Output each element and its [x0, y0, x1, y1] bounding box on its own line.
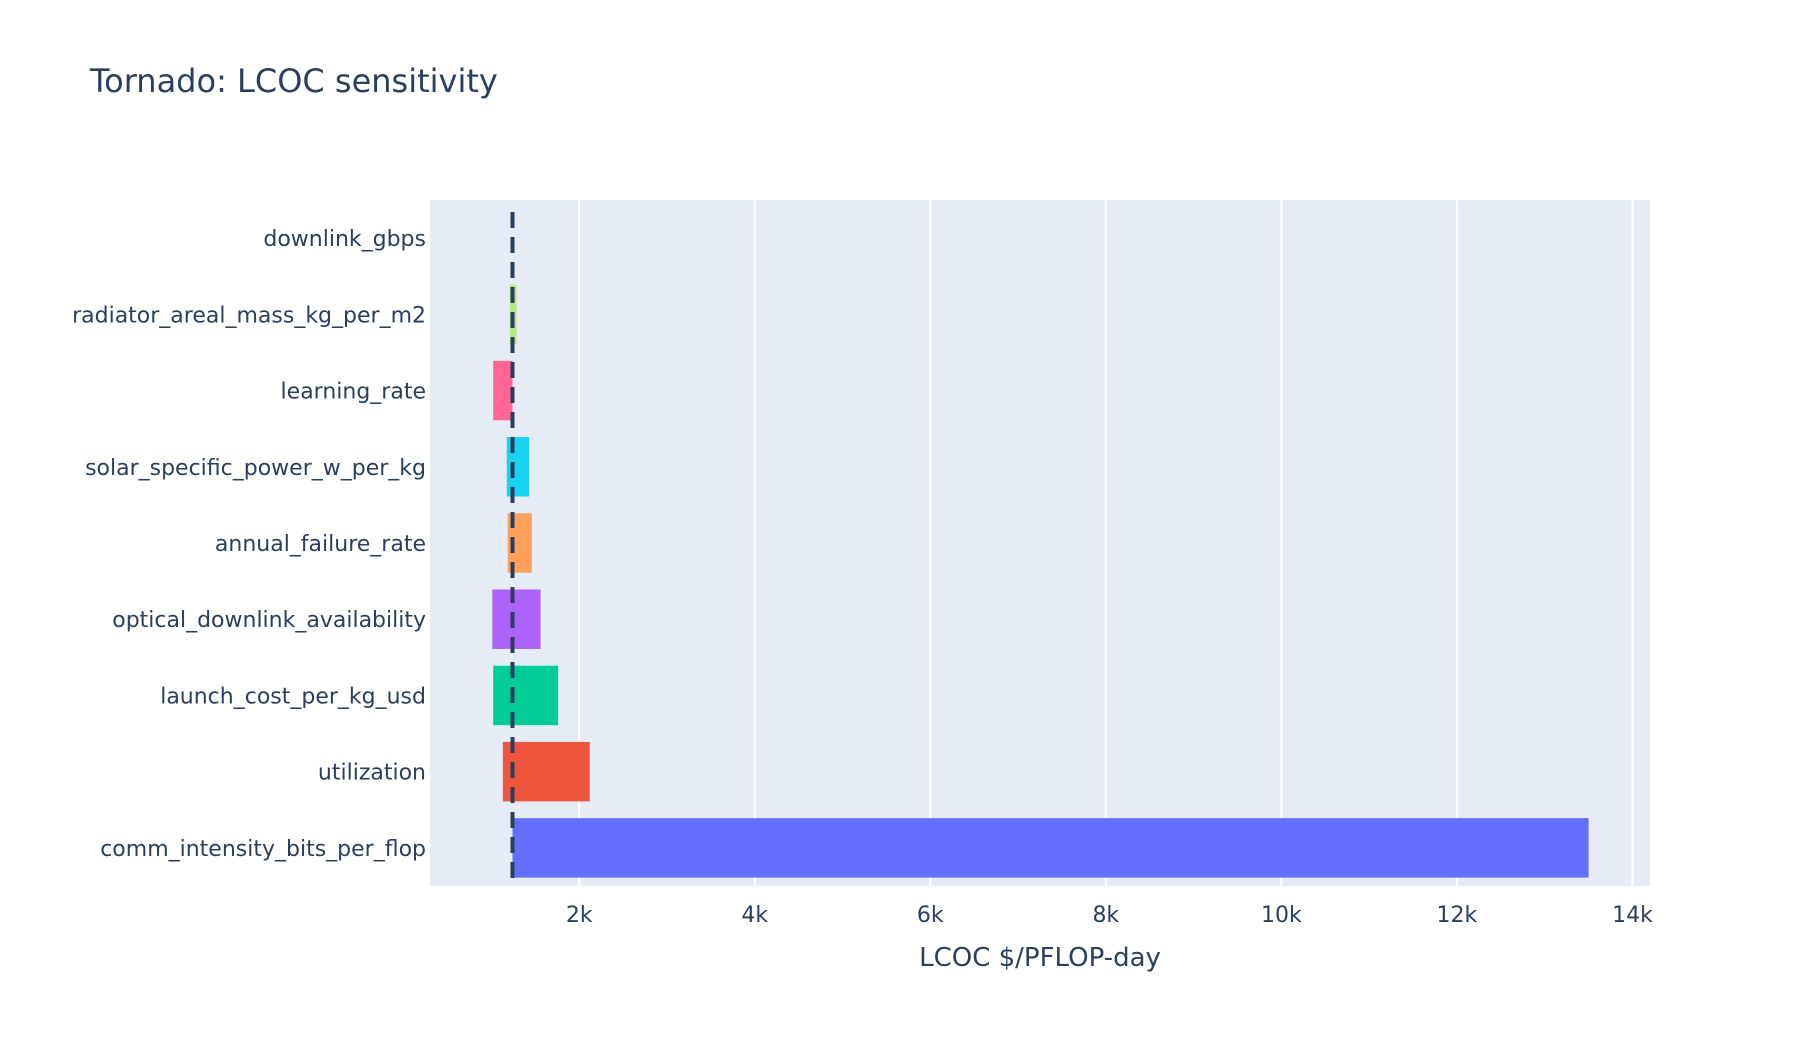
- y-tick-label: solar_specific_power_w_per_kg: [85, 456, 426, 481]
- y-tick-label: comm_intensity_bits_per_flop: [100, 837, 426, 862]
- y-tick-label: annual_failure_rate: [215, 532, 426, 557]
- y-tick-label: radiator_areal_mass_kg_per_m2: [72, 303, 426, 328]
- x-tick-labels: 2k 4k 6k 8k 10k 12k 14k: [566, 903, 1653, 928]
- y-tick-label: downlink_gbps: [263, 227, 426, 252]
- x-tick-label: 10k: [1261, 903, 1302, 928]
- x-tick-label: 8k: [1092, 903, 1119, 928]
- x-tick-label: 4k: [741, 903, 768, 928]
- x-tick-label: 14k: [1612, 903, 1653, 928]
- x-tick-label: 2k: [566, 903, 593, 928]
- x-tick-label: 6k: [917, 903, 944, 928]
- gridlines: [578, 200, 1634, 886]
- y-tick-labels: downlink_gbps radiator_areal_mass_kg_per_…: [72, 227, 426, 862]
- y-tick-label: launch_cost_per_kg_usd: [160, 684, 426, 709]
- bar-utilization: [502, 741, 590, 802]
- bar-solar-specific-power-w-per-kg: [506, 437, 530, 497]
- plot-area: [430, 200, 1650, 886]
- bar-optical-downlink-availability: [492, 589, 541, 649]
- y-tick-label: learning_rate: [281, 380, 426, 405]
- y-tick-label: optical_downlink_availability: [112, 608, 426, 633]
- y-tick-label: utilization: [318, 761, 426, 786]
- x-axis-title: LCOC $/PFLOP-day: [919, 943, 1161, 973]
- bar-launch-cost-per-kg-usd: [493, 665, 559, 726]
- x-tick-label: 12k: [1437, 903, 1478, 928]
- bar-comm-intensity-bits-per-flop: [512, 818, 1589, 878]
- bar-learning-rate: [493, 360, 513, 421]
- chart-title: Tornado: LCOC sensitivity: [90, 62, 498, 100]
